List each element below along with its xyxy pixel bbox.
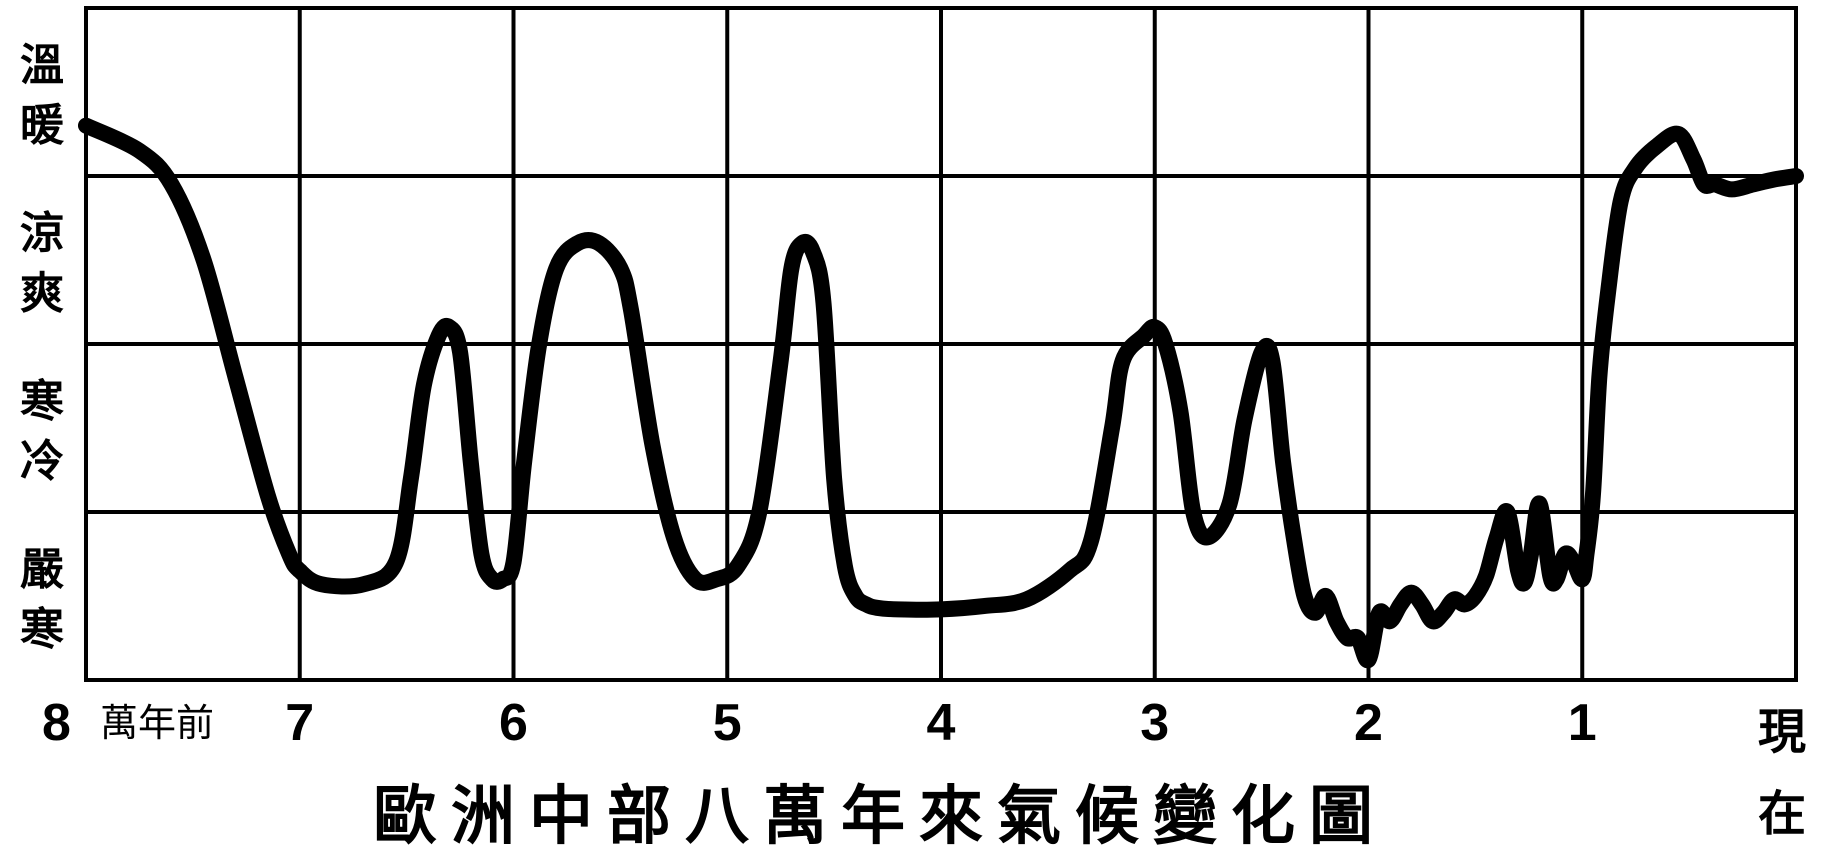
y-band-label: 爽 xyxy=(20,268,64,319)
y-band-label: 寒 xyxy=(20,376,64,427)
x-tick-label: 6 xyxy=(499,694,528,752)
x-tick-label: 3 xyxy=(1140,694,1169,752)
x-tick-label: 5 xyxy=(713,694,742,752)
x-end-label: 在 xyxy=(1758,786,1806,842)
y-band-label: 溫 xyxy=(20,40,64,91)
x-tick-label: 8 xyxy=(42,694,71,752)
x-tick-label: 2 xyxy=(1354,694,1383,752)
y-band-label: 暖 xyxy=(20,100,65,151)
x-axis-labels: 8 7 6 5 4 3 2 1 萬年前 現在 xyxy=(42,694,1806,842)
chart-title: 歐洲中部八萬年來氣候變化圖 xyxy=(373,779,1387,853)
x-end-label: 現 xyxy=(1758,704,1806,760)
series-layer xyxy=(78,117,1804,669)
x-tick-label: 4 xyxy=(927,694,956,752)
x-unit-label: 萬年前 xyxy=(100,701,214,745)
x-tick-label: 1 xyxy=(1568,694,1597,752)
y-band-label: 嚴 xyxy=(20,544,64,595)
x-tick-label: 7 xyxy=(285,694,314,752)
y-band-label: 寒 xyxy=(20,604,64,655)
chart-grid xyxy=(84,6,1798,682)
climate-series-line xyxy=(78,117,1804,669)
y-band-label: 冷 xyxy=(20,436,64,487)
y-band-label: 涼 xyxy=(20,208,64,259)
